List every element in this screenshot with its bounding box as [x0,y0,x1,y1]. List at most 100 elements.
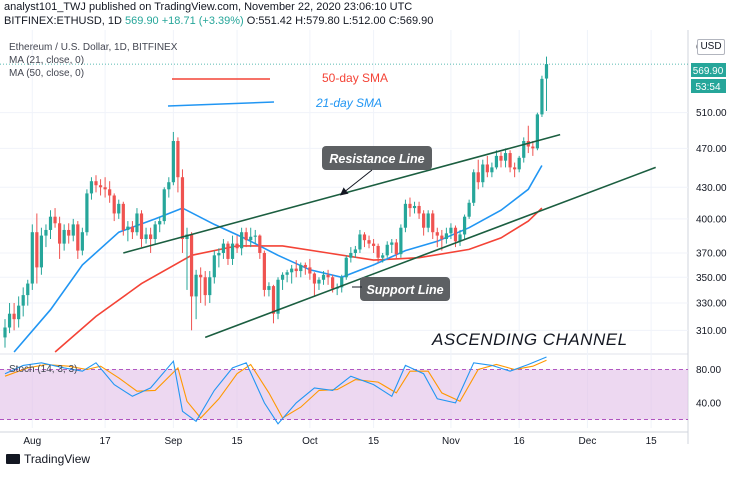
candle-body [317,279,321,284]
last-price-badge [691,63,726,77]
stoch-band [0,369,688,420]
last-price-text: 569.90 [693,66,724,77]
candle-body [117,203,121,214]
candle-body [217,252,221,256]
candle-body [194,274,198,297]
candle-body [103,187,107,190]
candle-body [253,235,257,237]
candle-body [481,164,485,183]
stoch-tick-label: 40.00 [696,398,721,409]
candle-body [135,213,139,233]
candle-body [394,242,398,255]
price-tick-label: 330.00 [696,298,727,309]
stoch-legend[interactable]: Stoch (14, 3, 3) [9,364,77,375]
sma50-line [54,207,543,353]
candle-body [98,185,103,188]
stoch-tick-label: 80.00 [696,365,721,376]
candle-body [171,141,175,183]
candle-body [303,264,307,268]
legend-line-sma21 [167,101,275,107]
candle-body [508,153,512,168]
candle-body [540,78,544,115]
candle-body [453,227,458,242]
candle-body [522,141,526,158]
sma21-line [13,165,543,353]
candle-body [39,235,44,268]
candle-body [513,167,517,170]
candle-body [276,279,280,314]
candle-body [408,203,412,209]
candle-body [399,227,403,255]
time-tick-label: Dec [579,436,597,447]
candle-body [76,224,80,251]
candle-body [149,234,153,240]
candle-body [371,243,376,246]
candle-body [53,216,57,224]
stoch-k-line [4,356,547,425]
price-tick-label: 430.00 [696,183,727,194]
candle-body [467,202,471,217]
candle-body [48,216,53,230]
candle-body [326,274,330,278]
candle-body [544,64,549,79]
time-tick-label: 15 [232,436,244,447]
candle-body [472,172,476,203]
candle-body [35,232,39,268]
candle-body [44,229,48,236]
support-label: Support Line [366,283,443,297]
candle-body [390,242,394,245]
last-price: 569.90 [125,15,159,27]
time-tick-label: Sep [164,436,182,447]
candle-body [381,255,385,258]
candle-body [67,229,71,236]
candle-body [412,205,417,209]
candle-body [440,235,444,240]
candle-body [71,224,75,236]
candle-body [3,327,7,338]
candle-body [426,213,430,228]
candle-body [249,236,253,241]
currency-button[interactable]: USD [697,39,725,55]
candle-body [235,243,239,249]
support-line [204,166,656,339]
tradingview-logo-icon [6,454,20,464]
candle-body [503,153,508,161]
candle-body [340,277,344,288]
symbol-name: BITFINEX:ETHUSD, 1D [4,15,122,27]
candle-body [331,277,335,289]
candle-body [162,189,166,222]
symbol-line: BITFINEX:ETHUSD, 1D 569.90 +18.71 (+3.39… [4,15,433,27]
candle-body [485,164,489,173]
stoch-line-layer [4,356,547,425]
ma50-legend[interactable]: MA (50, close, 0) [9,68,84,79]
stoch-band-layer [0,369,688,421]
candle-body [167,182,171,190]
candle-body [344,257,348,278]
candle-body [417,205,421,214]
price-change: +18.71 (+3.39%) [161,15,244,27]
time-tick-label: Nov [442,436,460,447]
candle-body [299,264,303,272]
legend-label-sma21: 21-day SMA [315,96,382,110]
moving-average-layer [13,165,543,353]
candle-body [367,240,371,244]
ascending-channel-label: ASCENDING CHANNEL [431,330,628,349]
candle-body [30,232,34,284]
price-tick-label: 510.00 [696,108,727,119]
chart-title: Ethereum / U.S. Dollar, 1D, BITFINEX [9,42,178,53]
ma21-legend[interactable]: MA (21, close, 0) [9,55,84,66]
tradingview-footer[interactable]: TradingView [6,452,90,466]
candle-body [57,223,62,244]
candle-body [449,227,453,234]
time-tick-label: 15 [646,436,658,447]
candle-body [290,268,294,273]
open-value: O:551.42 [246,15,293,27]
candle-body [126,226,130,230]
candle-body [462,216,467,235]
candle-body [144,234,148,240]
candle-body [476,172,480,183]
tradingview-brand: TradingView [24,452,91,466]
candle-body [7,313,12,328]
candle-body [308,267,312,274]
